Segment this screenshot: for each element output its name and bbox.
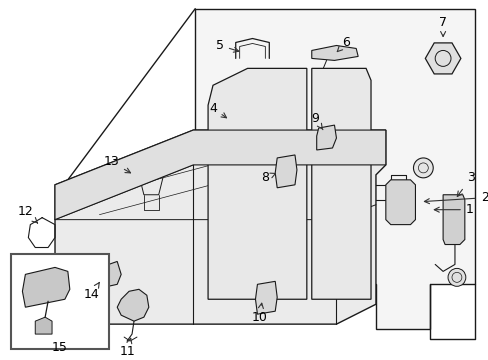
Polygon shape bbox=[255, 282, 277, 314]
Text: 6: 6 bbox=[337, 36, 349, 51]
Polygon shape bbox=[316, 125, 336, 150]
Text: 8: 8 bbox=[261, 171, 275, 184]
Polygon shape bbox=[35, 317, 52, 334]
Polygon shape bbox=[22, 267, 70, 307]
Text: 12: 12 bbox=[18, 205, 38, 223]
FancyBboxPatch shape bbox=[11, 255, 109, 349]
Polygon shape bbox=[55, 130, 385, 220]
Polygon shape bbox=[117, 289, 148, 321]
Text: 9: 9 bbox=[310, 112, 322, 130]
Circle shape bbox=[447, 269, 465, 286]
Polygon shape bbox=[442, 195, 464, 244]
Text: 5: 5 bbox=[216, 39, 238, 52]
Polygon shape bbox=[55, 130, 385, 324]
Circle shape bbox=[413, 158, 432, 178]
Text: 1: 1 bbox=[433, 203, 473, 216]
Polygon shape bbox=[385, 180, 415, 225]
Text: 15: 15 bbox=[52, 341, 68, 354]
Text: 7: 7 bbox=[438, 16, 446, 36]
Polygon shape bbox=[195, 9, 474, 329]
Text: 2: 2 bbox=[424, 191, 488, 204]
Polygon shape bbox=[425, 43, 460, 74]
Polygon shape bbox=[275, 155, 296, 188]
Text: 3: 3 bbox=[456, 171, 474, 197]
Text: 10: 10 bbox=[251, 303, 267, 324]
Polygon shape bbox=[208, 68, 306, 299]
Polygon shape bbox=[311, 45, 357, 60]
Text: 4: 4 bbox=[209, 102, 226, 118]
Polygon shape bbox=[311, 68, 370, 299]
Text: 14: 14 bbox=[83, 283, 99, 301]
Polygon shape bbox=[91, 261, 121, 289]
Text: 13: 13 bbox=[103, 156, 130, 173]
Text: 11: 11 bbox=[119, 338, 135, 357]
